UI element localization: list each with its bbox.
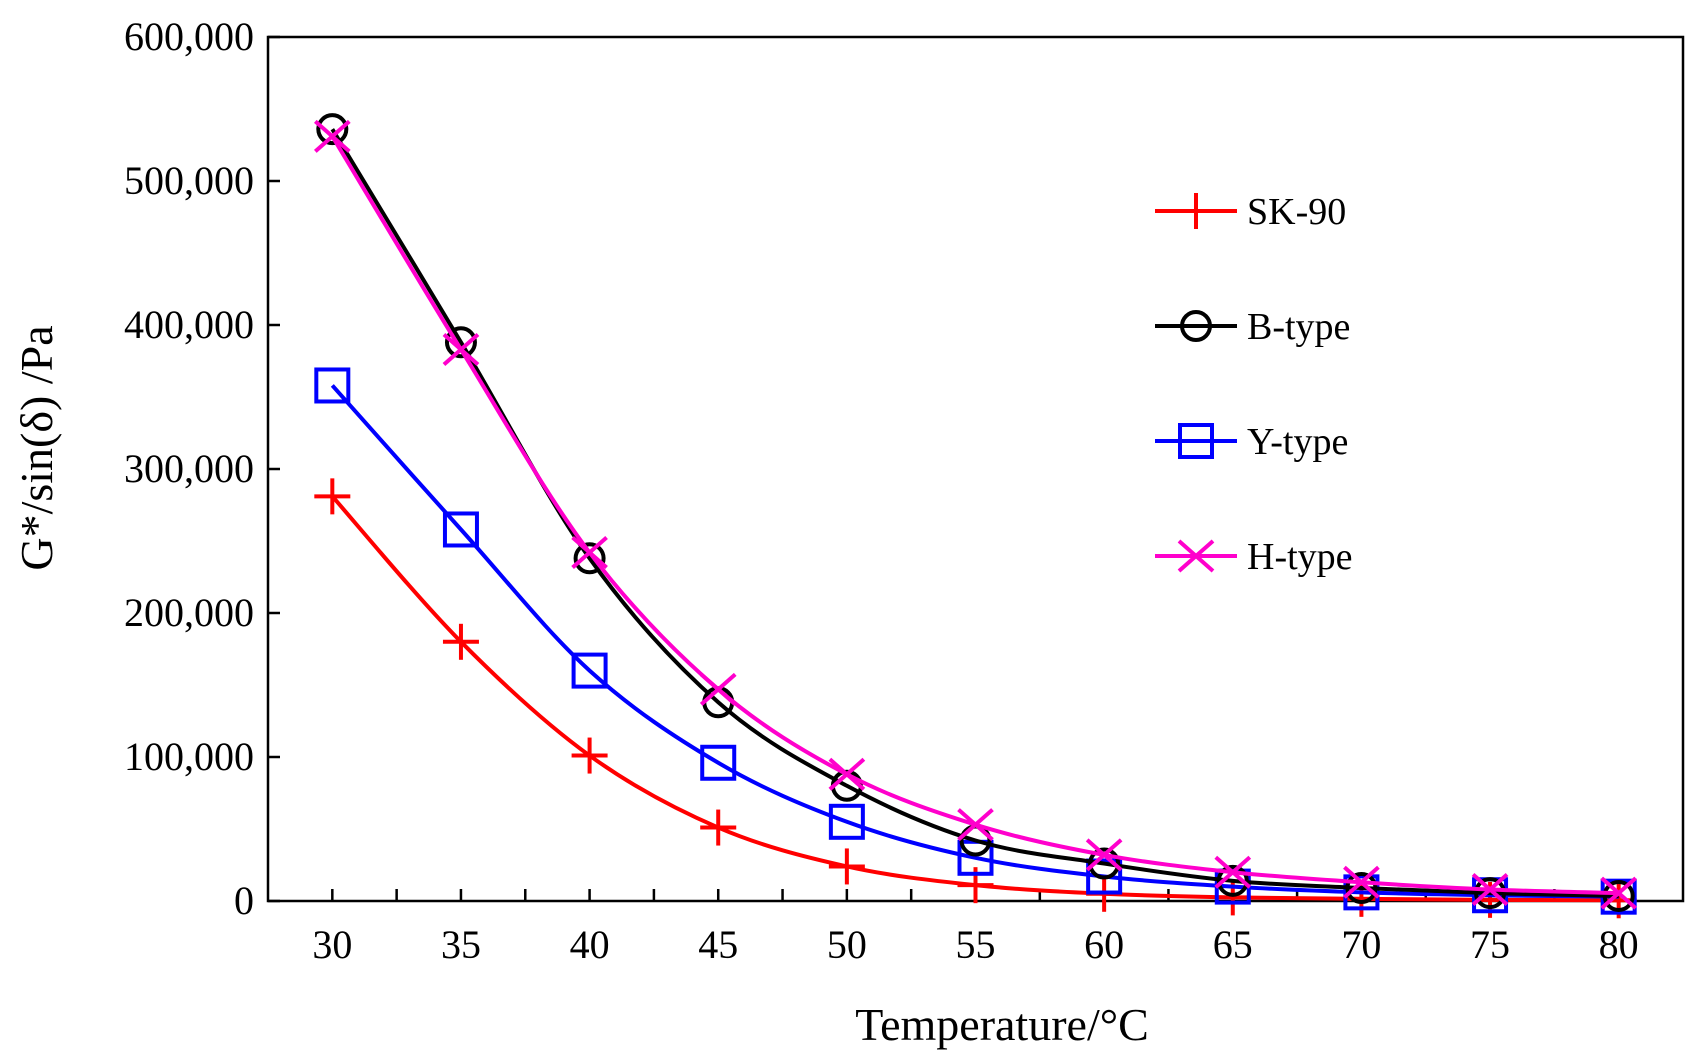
x-tick-label: 50 xyxy=(827,922,867,967)
x-tick-label: 45 xyxy=(698,922,738,967)
data-point-y-type xyxy=(442,511,479,548)
data-point-h-type xyxy=(1214,855,1252,889)
x-tick-label: 30 xyxy=(312,922,352,967)
data-point-h-type xyxy=(1343,865,1380,899)
legend-marker-y-type xyxy=(1178,423,1214,459)
x-marker-b xyxy=(1471,872,1509,906)
axes-layer: 30 35 40 45 50 55 60 65 70 75 80 0 100,000 200,000 300… xyxy=(124,14,1685,967)
x-tick-label: 35 xyxy=(441,922,481,967)
x-tick-label: 65 xyxy=(1213,922,1253,967)
data-point-b-type xyxy=(1345,872,1378,905)
legend-label-b-type: B-type xyxy=(1247,306,1350,348)
y-tick-label: 300,000 xyxy=(124,446,254,491)
x-marker-b xyxy=(313,119,351,153)
data-point-b-type xyxy=(1474,877,1507,910)
x-marker-b xyxy=(1085,838,1123,872)
data-point-h-type xyxy=(1085,838,1123,872)
legend-item-sk-90: SK-90 xyxy=(1155,191,1346,233)
data-point-sk-90 xyxy=(828,848,865,885)
data-point-b-type xyxy=(1088,847,1121,880)
series-y-type xyxy=(314,367,1637,915)
x-tick-label: 40 xyxy=(570,922,610,967)
x-tick-label: 60 xyxy=(1084,922,1124,967)
data-point-h-type xyxy=(442,332,480,366)
data-point-b-type xyxy=(444,326,477,359)
legend-label-y-type: Y-type xyxy=(1247,421,1348,463)
legend-marker-b-type xyxy=(1180,310,1212,342)
data-point-h-type xyxy=(699,672,737,706)
plot-frame xyxy=(266,35,1685,903)
x-marker-b xyxy=(1177,539,1215,573)
series-layer xyxy=(313,113,1638,919)
series-line-h-type xyxy=(330,135,1619,896)
y-tick-label: 200,000 xyxy=(124,590,254,635)
x-axis-title: Temperature/°C xyxy=(855,999,1149,1050)
x-marker-b xyxy=(1600,876,1638,910)
x-marker-b xyxy=(1214,855,1252,889)
data-point-h-type xyxy=(313,119,351,153)
series-h-type xyxy=(313,119,1638,910)
data-point-h-type xyxy=(957,808,994,842)
data-point-y-type xyxy=(700,744,737,781)
legend-item-y-type: Y-type xyxy=(1155,421,1348,463)
y-tick-label: 0 xyxy=(234,878,254,923)
data-point-y-type xyxy=(1086,858,1123,895)
data-point-sk-90 xyxy=(700,809,737,846)
data-point-h-type xyxy=(828,757,866,791)
data-point-sk-90 xyxy=(442,623,479,660)
x-marker-b xyxy=(957,808,994,842)
y-tick-label: 100,000 xyxy=(124,734,254,779)
legend-item-b-type: B-type xyxy=(1155,306,1350,348)
data-point-y-type xyxy=(1343,874,1380,911)
series-b-type xyxy=(316,113,1635,912)
data-point-h-type xyxy=(1471,872,1509,906)
x-marker-b xyxy=(828,757,866,791)
data-point-y-type xyxy=(314,367,351,404)
legend-marker-sk-90 xyxy=(1178,193,1214,229)
x-marker-b xyxy=(699,672,737,706)
data-point-sk-90 xyxy=(314,478,351,515)
x-tick-label: 75 xyxy=(1470,922,1510,967)
x-marker-b xyxy=(442,332,480,366)
y-tick-label: 600,000 xyxy=(124,14,254,59)
legend-item-h-type: H-type xyxy=(1155,536,1353,578)
x-tick-label: 80 xyxy=(1599,922,1639,967)
data-point-h-type xyxy=(1600,876,1638,910)
data-point-y-type xyxy=(571,652,608,689)
series-line-y-type xyxy=(330,384,1619,899)
data-point-sk-90 xyxy=(571,737,608,774)
y-axis-title: G*/sin(δ) /Pa xyxy=(11,325,62,570)
data-point-b-type xyxy=(1602,879,1635,912)
x-marker-b xyxy=(571,536,608,570)
y-tick-label: 400,000 xyxy=(124,302,254,347)
legend-marker-h-type xyxy=(1177,539,1215,573)
series-line-b-type xyxy=(330,128,1619,898)
legend: SK-90 B-type Y-type H-type xyxy=(1155,191,1353,578)
data-point-h-type xyxy=(571,536,608,570)
data-point-b-type xyxy=(1216,864,1249,897)
x-tick-label: 70 xyxy=(1341,922,1381,967)
legend-label-h-type: H-type xyxy=(1247,536,1353,578)
data-point-b-type xyxy=(573,542,606,575)
x-tick-label: 55 xyxy=(956,922,996,967)
legend-label-sk-90: SK-90 xyxy=(1247,191,1346,233)
data-point-b-type xyxy=(316,113,349,146)
x-marker-b xyxy=(1343,865,1380,899)
data-point-y-type xyxy=(828,803,865,840)
y-tick-label: 500,000 xyxy=(124,158,254,203)
series-sk-90 xyxy=(314,478,1637,919)
